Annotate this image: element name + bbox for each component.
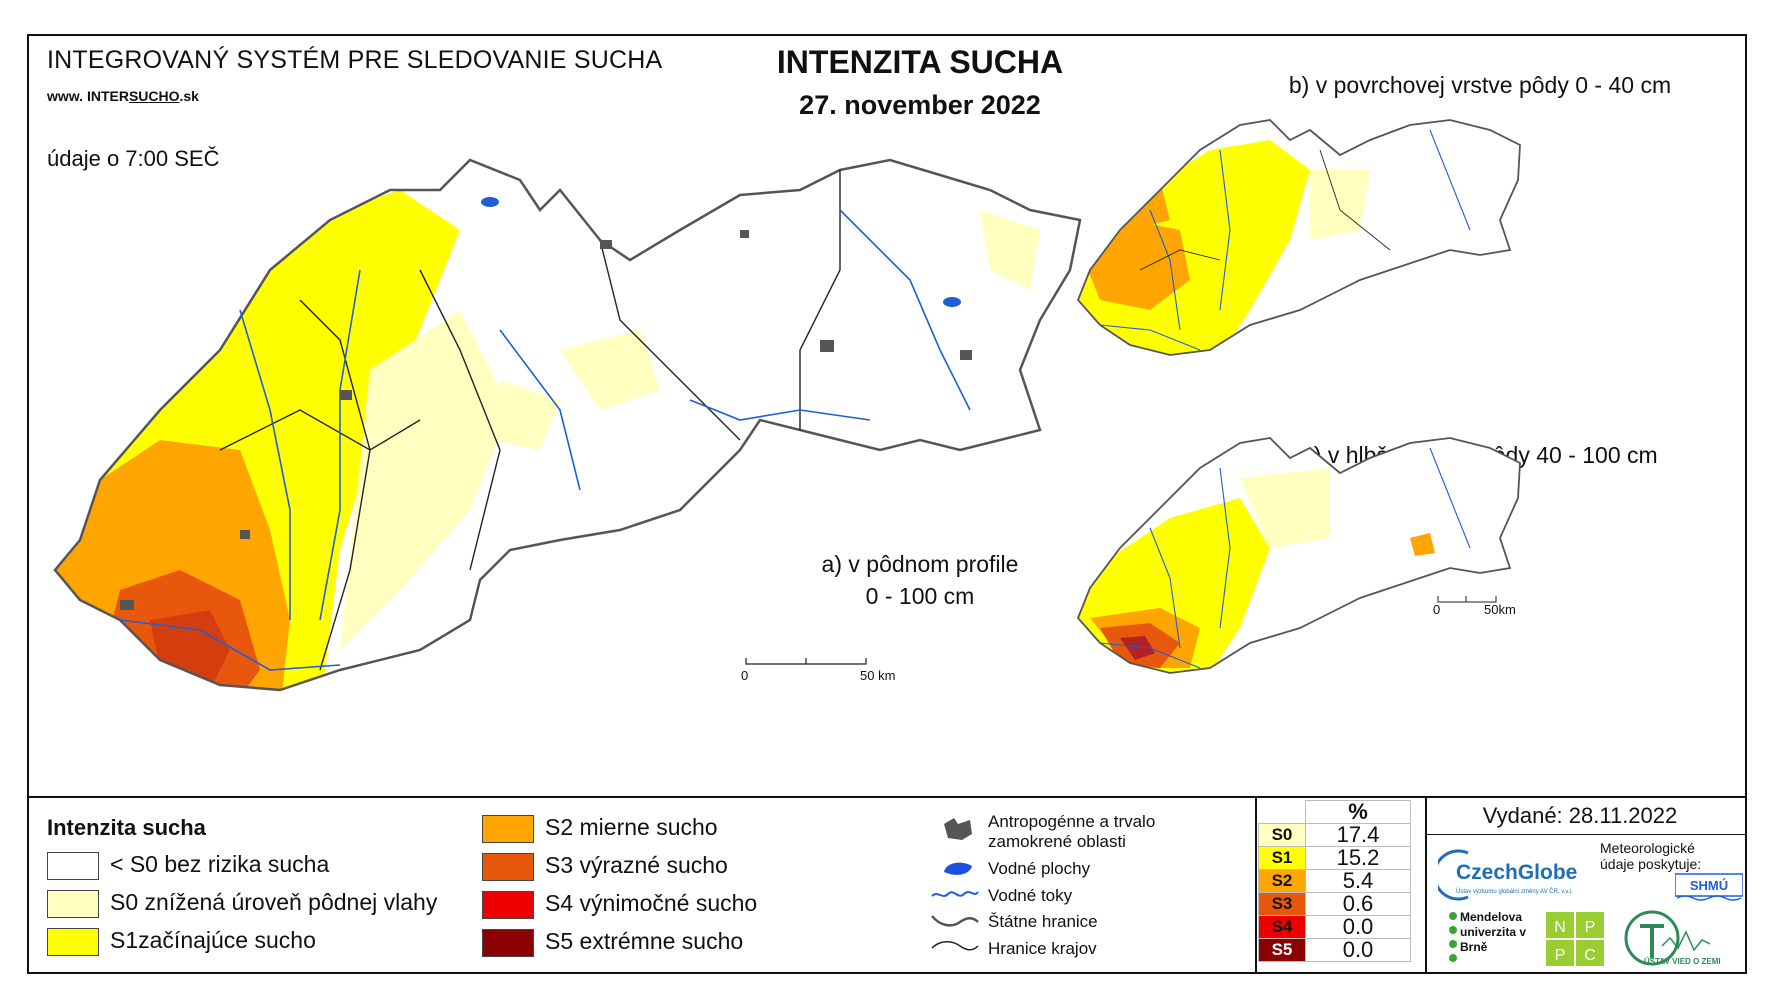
- legend-swatch-s1: [47, 928, 99, 956]
- map-b-surface-layer: [1076, 119, 1521, 356]
- uvz-text: ÚSTAV VIED O ZEMI: [1644, 957, 1721, 966]
- legend-swatch-s0: [47, 890, 99, 918]
- legend-swatch-s5: [482, 929, 534, 957]
- map-c-deeper-layer: [1076, 437, 1521, 674]
- region-border-icon: [931, 941, 979, 951]
- main-scale-zero: 0: [741, 668, 749, 683]
- czechglobe-text: CzechGlobe: [1456, 861, 1577, 884]
- urban-area-icon: [944, 818, 972, 840]
- legend-label-s0: S0 znížená úroveň pôdnej vlahy: [110, 889, 438, 915]
- water-body-icon: [944, 862, 972, 875]
- logo-separator: [1425, 834, 1747, 835]
- legend-water-label: Vodné plochy: [988, 859, 1091, 878]
- czechglobe-subtext: Ústav výzkumu globální změny AV ČR, v.v.…: [1456, 888, 1573, 895]
- map-date: 27. november 2022: [799, 90, 1041, 120]
- table-row: S3 0.6: [1258, 892, 1411, 916]
- table-row: S0 17.4: [1258, 823, 1411, 847]
- table-header-row: %: [1259, 800, 1411, 824]
- main-title: INTENZITA SUCHA: [776, 44, 1064, 80]
- legend-swatch-s2: [482, 815, 534, 843]
- data-time-note: údaje o 7:00 SEČ: [47, 146, 220, 171]
- table-row: S1 15.2: [1258, 846, 1411, 870]
- issued-date: Vydané: 28.11.2022: [1482, 803, 1678, 828]
- czechglobe-logo[interactable]: CzechGlobe Ústav výzkumu globální změny …: [1438, 845, 1593, 903]
- legend-divider-1: [1255, 796, 1257, 974]
- map-a-title: a) v pôdnom profile 0 - 100 cm: [821, 551, 1019, 609]
- shmu-text: SHMÚ: [1690, 878, 1728, 893]
- system-title: INTEGROVANÝ SYSTÉM PRE SLEDOVANIE SUCHA: [47, 46, 663, 74]
- svg-text:C: C: [1584, 947, 1596, 964]
- legend-title: Intenzita sucha: [47, 815, 206, 840]
- legend-rivers-label: Vodné toky: [988, 886, 1073, 905]
- legend-label-below-s0: < S0 bez rizika sucha: [110, 851, 330, 877]
- legend-swatch-below-s0: [47, 852, 99, 880]
- earth-science-institute-logo[interactable]: ÚSTAV VIED O ZEMI: [1622, 908, 1742, 968]
- legend-label-s5: S5 extrémne sucho: [545, 928, 744, 954]
- small-scale-zero: 0: [1433, 602, 1441, 617]
- shmu-logo[interactable]: SHMÚ: [1675, 870, 1743, 902]
- npc-logo[interactable]: N P P C: [1546, 912, 1604, 967]
- legend-swatch-s4: [482, 891, 534, 919]
- svg-text:N: N: [1554, 919, 1566, 936]
- main-map-scale-bar: [745, 658, 867, 665]
- map-b-title: b) v povrchovej vrstve pôdy 0 - 40 cm: [1288, 72, 1672, 98]
- river-icon: [931, 891, 979, 897]
- meteo-data-note: Meteorologické údaje poskytuje:: [1600, 840, 1702, 872]
- drought-percent-table: % S0 17.4 S1 15.2 S2 5.4 S3 0.6 S4 0.0 S…: [1258, 800, 1411, 962]
- legend-swatch-s3: [482, 853, 534, 881]
- map-frame: [27, 34, 1747, 974]
- small-scale-label: 50km: [1484, 602, 1516, 617]
- state-border-icon: [931, 915, 979, 927]
- mendel-university-logo[interactable]: Mendelova univerzita v Brně: [1460, 910, 1527, 954]
- main-drought-map: [53, 158, 1082, 692]
- legend-label-s2: S2 mierne sucho: [545, 814, 718, 840]
- svg-text:P: P: [1585, 919, 1596, 936]
- legend-divider-2: [1425, 796, 1427, 974]
- legend-border-label: Štátne hranice: [988, 912, 1098, 931]
- legend-separator: [27, 796, 1747, 798]
- legend-urban-label: Antropogénne a trvalo zamokrené oblasti: [988, 812, 1156, 851]
- legend-label-s3: S3 výrazné sucho: [545, 852, 728, 878]
- mendel-logo-dots: [1449, 912, 1457, 962]
- table-row: S5 0.0: [1258, 938, 1411, 962]
- website-link[interactable]: www. INTERSUCHO.sk: [47, 88, 199, 104]
- small-map-scale-bar: [1437, 596, 1497, 603]
- table-row: S2 5.4: [1258, 869, 1411, 893]
- table-row: S4 0.0: [1258, 915, 1411, 939]
- legend-regions-label: Hranice krajov: [988, 939, 1097, 958]
- legend-label-s4: S4 výnimočné sucho: [545, 890, 758, 916]
- main-scale-label: 50 km: [860, 668, 896, 683]
- svg-text:P: P: [1555, 947, 1566, 964]
- legend-label-s1: S1začínajúce sucho: [110, 927, 316, 953]
